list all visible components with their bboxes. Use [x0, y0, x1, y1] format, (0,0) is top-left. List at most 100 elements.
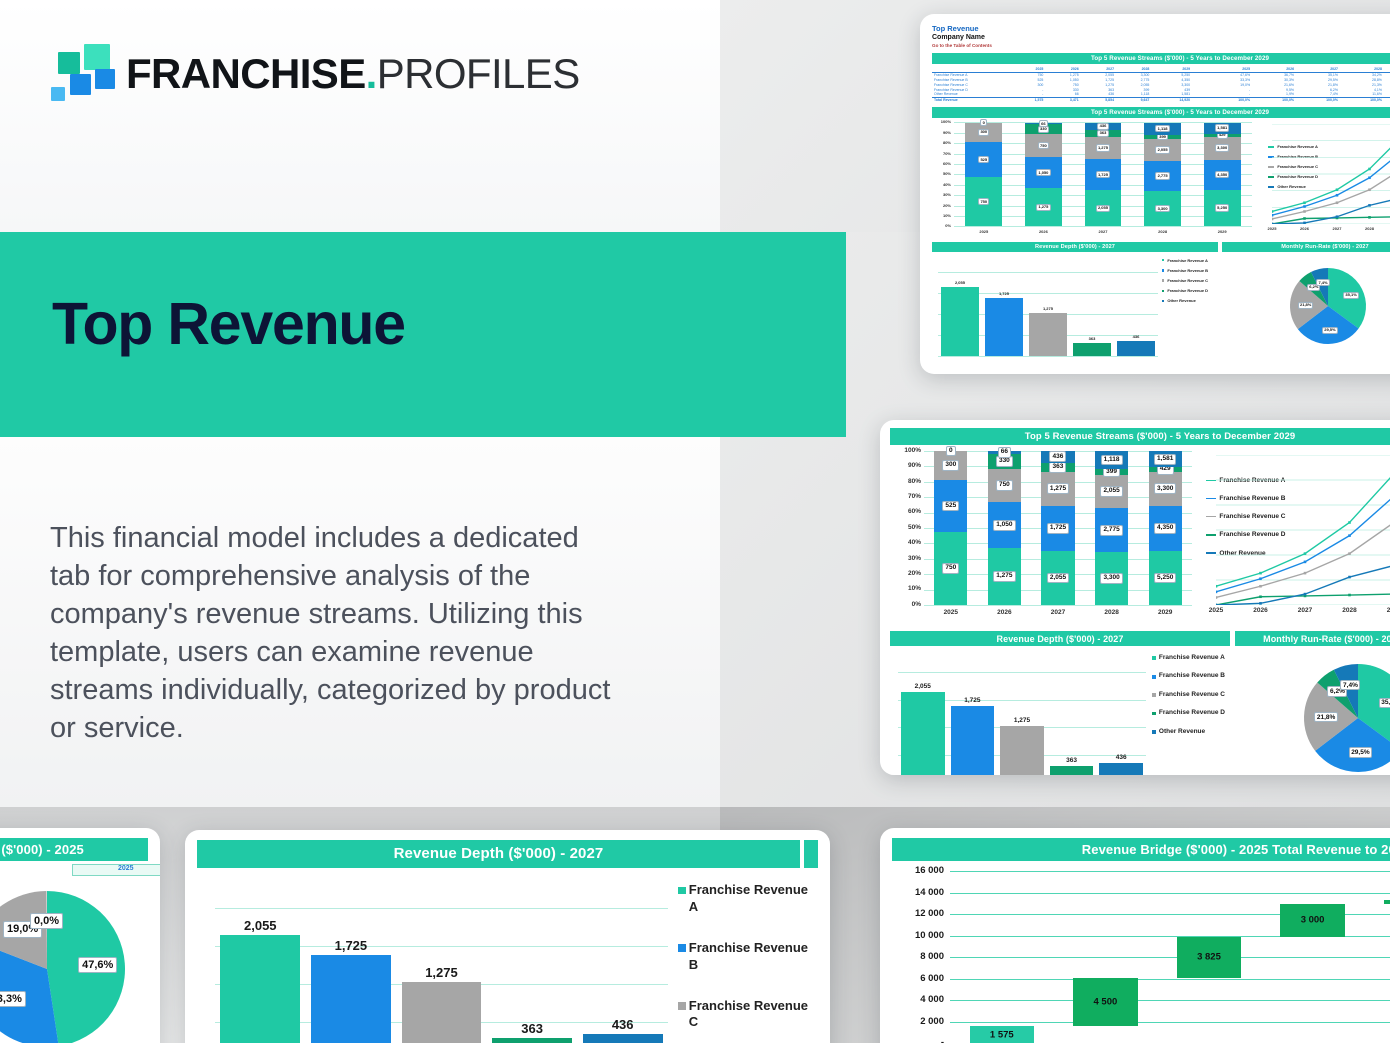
segment-value-label: 1,275 [1046, 483, 1070, 495]
column-header: 2029 [1151, 67, 1193, 73]
row-value: 4,350 [1181, 77, 1191, 82]
bar [984, 297, 1024, 356]
pie-slice-label: 0,0% [30, 912, 63, 930]
legend-item: Franchise Revenue A [1268, 144, 1342, 149]
row-value: 436 [1108, 92, 1115, 97]
stack-segment: 1,725 [1084, 159, 1122, 190]
segment-value-label: 0 [945, 445, 956, 457]
pie-year-tab[interactable]: 2025 [118, 865, 134, 872]
segment-value-label: 2,775 [1100, 524, 1123, 536]
stacked-column: 2,055 1,725 1,275 363 436 [1041, 451, 1075, 605]
legend-item: Franchise Revenue C [1162, 278, 1218, 283]
stack-segment: 1,275 [1084, 136, 1122, 160]
line-x-tick: 2028 [1365, 226, 1374, 232]
legend-item: Franchise Revenue B [1206, 495, 1310, 503]
legend-item: Franchise Revenue C [678, 998, 818, 1032]
table-row: Franchise Revenue D - 330 363 399 439 - 9,5% 6,2… [932, 87, 1390, 92]
legend-item: Franchise Revenue D [1152, 709, 1232, 717]
column-header: 2028 [1116, 67, 1152, 73]
screenshot-card-streams-detail[interactable]: Top 5 Revenue Streams ($'000) - 5 Years … [880, 420, 1390, 775]
legend-label: Franchise Revenue C [1277, 164, 1319, 170]
legend-label: Franchise Revenue D [1277, 174, 1319, 180]
runrate-line-chart [1216, 455, 1390, 605]
legend-label: Franchise Revenue A [688, 882, 809, 914]
waterfall-value-label: 3 000 [1300, 914, 1325, 926]
legend-swatch [1162, 269, 1165, 272]
segment-value-label: 300 [942, 460, 960, 472]
row-value: 750 [1037, 73, 1044, 78]
gridline [950, 935, 1390, 937]
row-label: Franchise Revenue C [934, 82, 968, 87]
line-x-tick: 2028 [1342, 607, 1357, 614]
stack-segment: 399 [1144, 132, 1182, 141]
legend-swatch [1162, 259, 1165, 262]
stacked-column: 2,055 1,725 1,275 363 436 [1084, 122, 1122, 227]
stack-segment: 2,055 [1084, 189, 1122, 227]
stack-segment: 1,050 [1024, 156, 1062, 189]
screenshot-card-sheet-overview[interactable]: Top Revenue Company Name Go to the Table… [920, 14, 1390, 374]
bar-value-label: 1,725 [998, 290, 1009, 296]
y-axis-tick: 100% [904, 446, 921, 454]
screenshot-card-revenue-bridge[interactable]: Revenue Bridge ($'000) - 2025 Total Reve… [880, 828, 1390, 1043]
stacked-column: 5,250 4,350 3,300 429 1,581 [1148, 451, 1182, 605]
segment-value-label: 1,581 [1153, 453, 1177, 465]
bar-value-label: 436 [611, 1016, 634, 1032]
legend-label: Franchise Revenue A [1219, 477, 1286, 484]
bar-value-label: 1,725 [334, 938, 368, 954]
x-axis-tick: 2029 [1217, 229, 1227, 235]
segment-value-label: 2,775 [1155, 172, 1170, 180]
chart-legend: Franchise Revenue A Franchise Revenue B Fr… [1162, 258, 1218, 304]
table-row: Other Revenue - 66 436 1,118 1,581 - 1,9% 7,4% 11… [932, 92, 1390, 97]
legend-label: Franchise Revenue B [1277, 154, 1319, 160]
line-x-tick: 2029 [1386, 607, 1390, 614]
row-pct: 11,6% [1372, 92, 1382, 97]
row-pct: - [1248, 87, 1251, 92]
column-header-pct: 2028 [1339, 67, 1384, 73]
bar [1116, 341, 1156, 356]
y-axis-tick: 40% [907, 539, 921, 547]
band-depth-mini: Revenue Depth ($'000) - 2027 [932, 242, 1218, 252]
band-revenue-depth: Revenue Depth ($'000) - 2027 [197, 840, 800, 868]
legend-swatch [1268, 156, 1275, 158]
stacked-column: 750 525 300 0 [934, 445, 968, 605]
y-axis-tick: 70% [942, 150, 951, 156]
legend-label: Franchise Revenue C [688, 997, 809, 1030]
row-value: 5,250 [1181, 73, 1191, 78]
stack-segment: 429 [1148, 464, 1182, 476]
stack-segment: 1,725 [1041, 505, 1075, 551]
stack-segment: 525 [934, 480, 968, 532]
band-streams-1: Top 5 Revenue Streams ($'000) - 5 Years … [932, 53, 1390, 64]
y-axis-tick: 90% [942, 129, 951, 135]
pie-slice-label: 47,6% [78, 957, 118, 974]
stack-segment: 3,300 [1144, 190, 1182, 227]
legend-label: Franchise Revenue B [1219, 495, 1286, 503]
runrate-pie-detail: 35,1% 29,5% 21,8% 6,2%7,4% [1230, 650, 1390, 775]
waterfall-value-label: 439 [1384, 896, 1390, 907]
total-pct: 100,0% [1339, 96, 1384, 103]
screenshot-card-runrate-pie[interactable]: y Run-Rate ($'000) - 2025 2025 47,6% 3,3%… [0, 828, 160, 1043]
stack-segment: 2,775 [1144, 161, 1182, 191]
row-pct: 28,8% [1372, 77, 1382, 82]
legend-swatch [1206, 497, 1217, 500]
legend-item: Franchise Revenue A [1206, 477, 1310, 485]
bg-panel-top-left [0, 0, 720, 232]
sheet-company-name: Company Name [932, 34, 985, 41]
segment-value-label: 525 [942, 500, 960, 512]
row-pct: 30,3% [1284, 77, 1295, 82]
sheet-title: Top Revenue [932, 24, 979, 33]
total-value: 9,647 [1116, 96, 1152, 103]
legend-swatch [678, 886, 686, 895]
stack-segment: 3,300 [1094, 552, 1129, 605]
column-header-pct: 2025 [1208, 67, 1253, 73]
screenshot-card-revenue-depth[interactable]: Revenue Depth ($'000) - 2027 2,055 1,725 1… [185, 830, 830, 1043]
row-pct: 33,3% [1240, 77, 1251, 82]
toc-link[interactable]: Go to the Table of Contents [932, 43, 992, 48]
pie-slice-label: 21,8% [1298, 301, 1314, 310]
stack-segment: 3,300 [1203, 136, 1241, 160]
table-gap [1192, 67, 1209, 73]
line-x-tick: 2025 [1267, 226, 1277, 232]
legend-swatch [1268, 186, 1275, 188]
segment-value-label: 66 [1038, 119, 1048, 128]
line-x-tick: 2026 [1253, 607, 1268, 614]
stacked-bar-chart-detail: 100% 90% 80% 70% 60% 50% 40% 30% 20% 10% 0% 750 525 3… [890, 445, 1390, 629]
